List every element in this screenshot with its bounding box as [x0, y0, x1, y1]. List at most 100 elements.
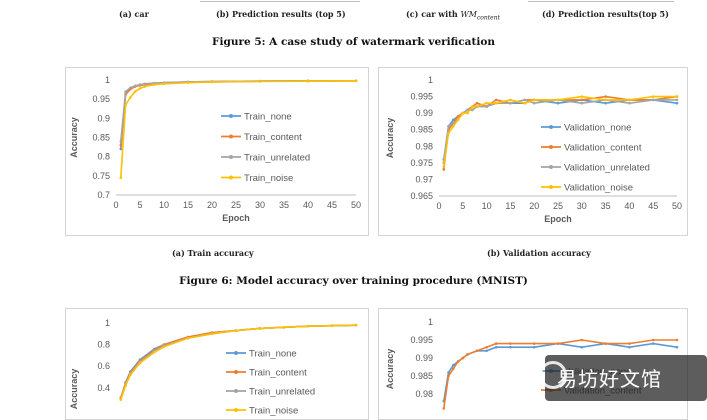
- data-point-content: [475, 101, 479, 105]
- data-point-content: [580, 338, 584, 342]
- data-point-noise: [306, 324, 310, 328]
- data-point-noise: [354, 323, 358, 327]
- x-tick-label: 20: [529, 201, 539, 211]
- data-point-none: [451, 118, 455, 122]
- data-point-noise: [451, 125, 455, 128]
- data-point-unrelated: [523, 98, 526, 102]
- train-accuracy-svg-2: 0.4 0.6 0.8 1 Accuracy Train_none Train_conten…: [69, 318, 358, 417]
- data-point-noise: [133, 90, 137, 93]
- data-point-content: [532, 342, 536, 345]
- y-tick-label: 1: [428, 317, 433, 327]
- y-tick-label: 0.6: [97, 361, 110, 371]
- data-point-none: [119, 147, 123, 151]
- x-axis-label: Epoch: [222, 213, 250, 223]
- series-line-unrelated: [443, 99, 677, 164]
- legend-label-unrelated: Train_unrelated: [244, 153, 310, 164]
- legend-marker-content: [549, 145, 553, 149]
- data-point-content: [675, 338, 679, 342]
- data-point-none: [494, 345, 498, 349]
- data-point-noise: [124, 103, 127, 107]
- data-point-unrelated: [675, 98, 679, 102]
- y-tick-label: 0.995: [410, 335, 433, 345]
- data-point-noise: [461, 111, 465, 115]
- legend-label-noise: Train_noise: [249, 406, 298, 417]
- data-point-noise: [466, 111, 469, 115]
- data-point-none: [628, 345, 631, 349]
- data-point-unrelated: [471, 108, 474, 112]
- x-tick-label: 15: [183, 200, 193, 210]
- legend-marker-unrelated: [229, 155, 233, 159]
- series-line-noise: [120, 324, 357, 400]
- x-tick-label: 35: [601, 201, 611, 211]
- data-point-unrelated: [119, 140, 123, 143]
- data-point-noise: [129, 95, 132, 99]
- legend-marker-none: [229, 114, 233, 118]
- data-point-content: [604, 342, 607, 345]
- data-point-content: [494, 342, 498, 345]
- x-tick-label: 30: [255, 200, 265, 210]
- x-tick-label: 45: [648, 201, 658, 211]
- data-point-noise: [119, 398, 123, 401]
- legend-label-content: Validation_content: [564, 143, 642, 154]
- validation-accuracy-chart: 0.965 0.97 0.975 0.98 0.985 0.99 0.995 1 0 5 10 15 2…: [378, 67, 688, 236]
- data-point-unrelated: [485, 105, 488, 108]
- y-tick-label: 0.99: [415, 353, 433, 363]
- y-tick-label: 0.985: [410, 125, 433, 135]
- fig5-subcaption-d: (d) Prediction results(top 5): [542, 9, 669, 19]
- y-tick-label: 0.985: [410, 371, 433, 381]
- data-point-noise: [354, 79, 358, 83]
- fig5-subcaption-c: (c) car with WMcontent: [406, 9, 500, 22]
- series-line-noise: [120, 80, 357, 178]
- data-point-noise: [162, 345, 166, 349]
- fig6-caption: Figure 6: Model accuracy over training p…: [179, 275, 528, 287]
- y-tick-label: 0.98: [415, 389, 433, 399]
- series-line-content: [443, 95, 678, 170]
- data-point-noise: [675, 95, 679, 98]
- data-point-noise: [124, 384, 127, 387]
- x-tick-label: 0: [113, 200, 118, 210]
- x-tick-label: 0: [436, 201, 441, 211]
- legend-marker-noise: [229, 175, 233, 180]
- legend-marker-content: [229, 134, 233, 139]
- data-point-content: [556, 342, 560, 345]
- data-point-none: [447, 371, 450, 374]
- data-point-none: [509, 345, 512, 349]
- data-point-noise: [475, 105, 479, 108]
- series-line-none: [120, 324, 357, 399]
- data-point-unrelated: [138, 83, 142, 86]
- data-point-none: [532, 345, 536, 349]
- series-line-content: [120, 80, 357, 146]
- data-point-noise: [143, 85, 147, 88]
- data-point-unrelated: [651, 98, 655, 102]
- data-point-noise: [532, 98, 536, 102]
- data-point-noise: [604, 98, 607, 102]
- data-point-none: [651, 342, 655, 345]
- data-point-noise: [628, 98, 631, 102]
- fig5-image-b-bottom-rule: [200, 1, 360, 2]
- data-point-none: [604, 101, 607, 105]
- data-point-content: [442, 407, 446, 410]
- y-tick-label: 0.975: [410, 158, 433, 168]
- data-point-content: [485, 345, 488, 349]
- x-tick-label: 5: [460, 201, 465, 211]
- x-tick-label: 10: [159, 200, 169, 210]
- data-point-noise: [651, 95, 655, 98]
- data-point-content: [628, 342, 631, 345]
- data-point-unrelated: [451, 121, 455, 125]
- data-point-unrelated: [466, 108, 469, 112]
- watermark-logo-icon: [539, 361, 567, 389]
- y-tick-label: 0.8: [97, 152, 110, 162]
- legend-label-unrelated: Validation_unrelated: [564, 163, 650, 174]
- y-tick-label: 0.99: [415, 108, 433, 118]
- y-axis-label: Accuracy: [69, 117, 79, 158]
- data-point-noise: [330, 324, 334, 327]
- data-point-noise: [162, 82, 166, 86]
- data-point-unrelated: [133, 84, 137, 88]
- data-point-none: [451, 363, 455, 367]
- data-point-content: [461, 356, 465, 360]
- legend-marker-noise: [549, 185, 553, 189]
- data-point-noise: [494, 101, 498, 105]
- series-line-unrelated: [120, 324, 357, 399]
- data-point-content: [451, 367, 455, 371]
